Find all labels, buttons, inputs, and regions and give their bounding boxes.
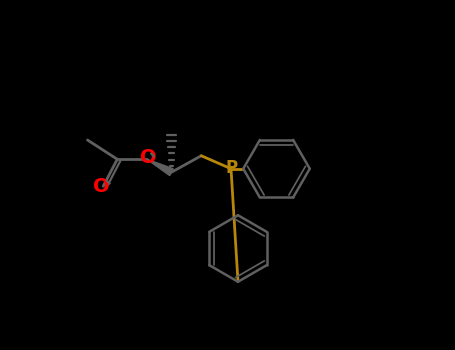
Text: P: P	[225, 159, 238, 177]
Text: O: O	[93, 177, 110, 196]
Polygon shape	[147, 159, 173, 176]
Text: O: O	[140, 148, 157, 167]
